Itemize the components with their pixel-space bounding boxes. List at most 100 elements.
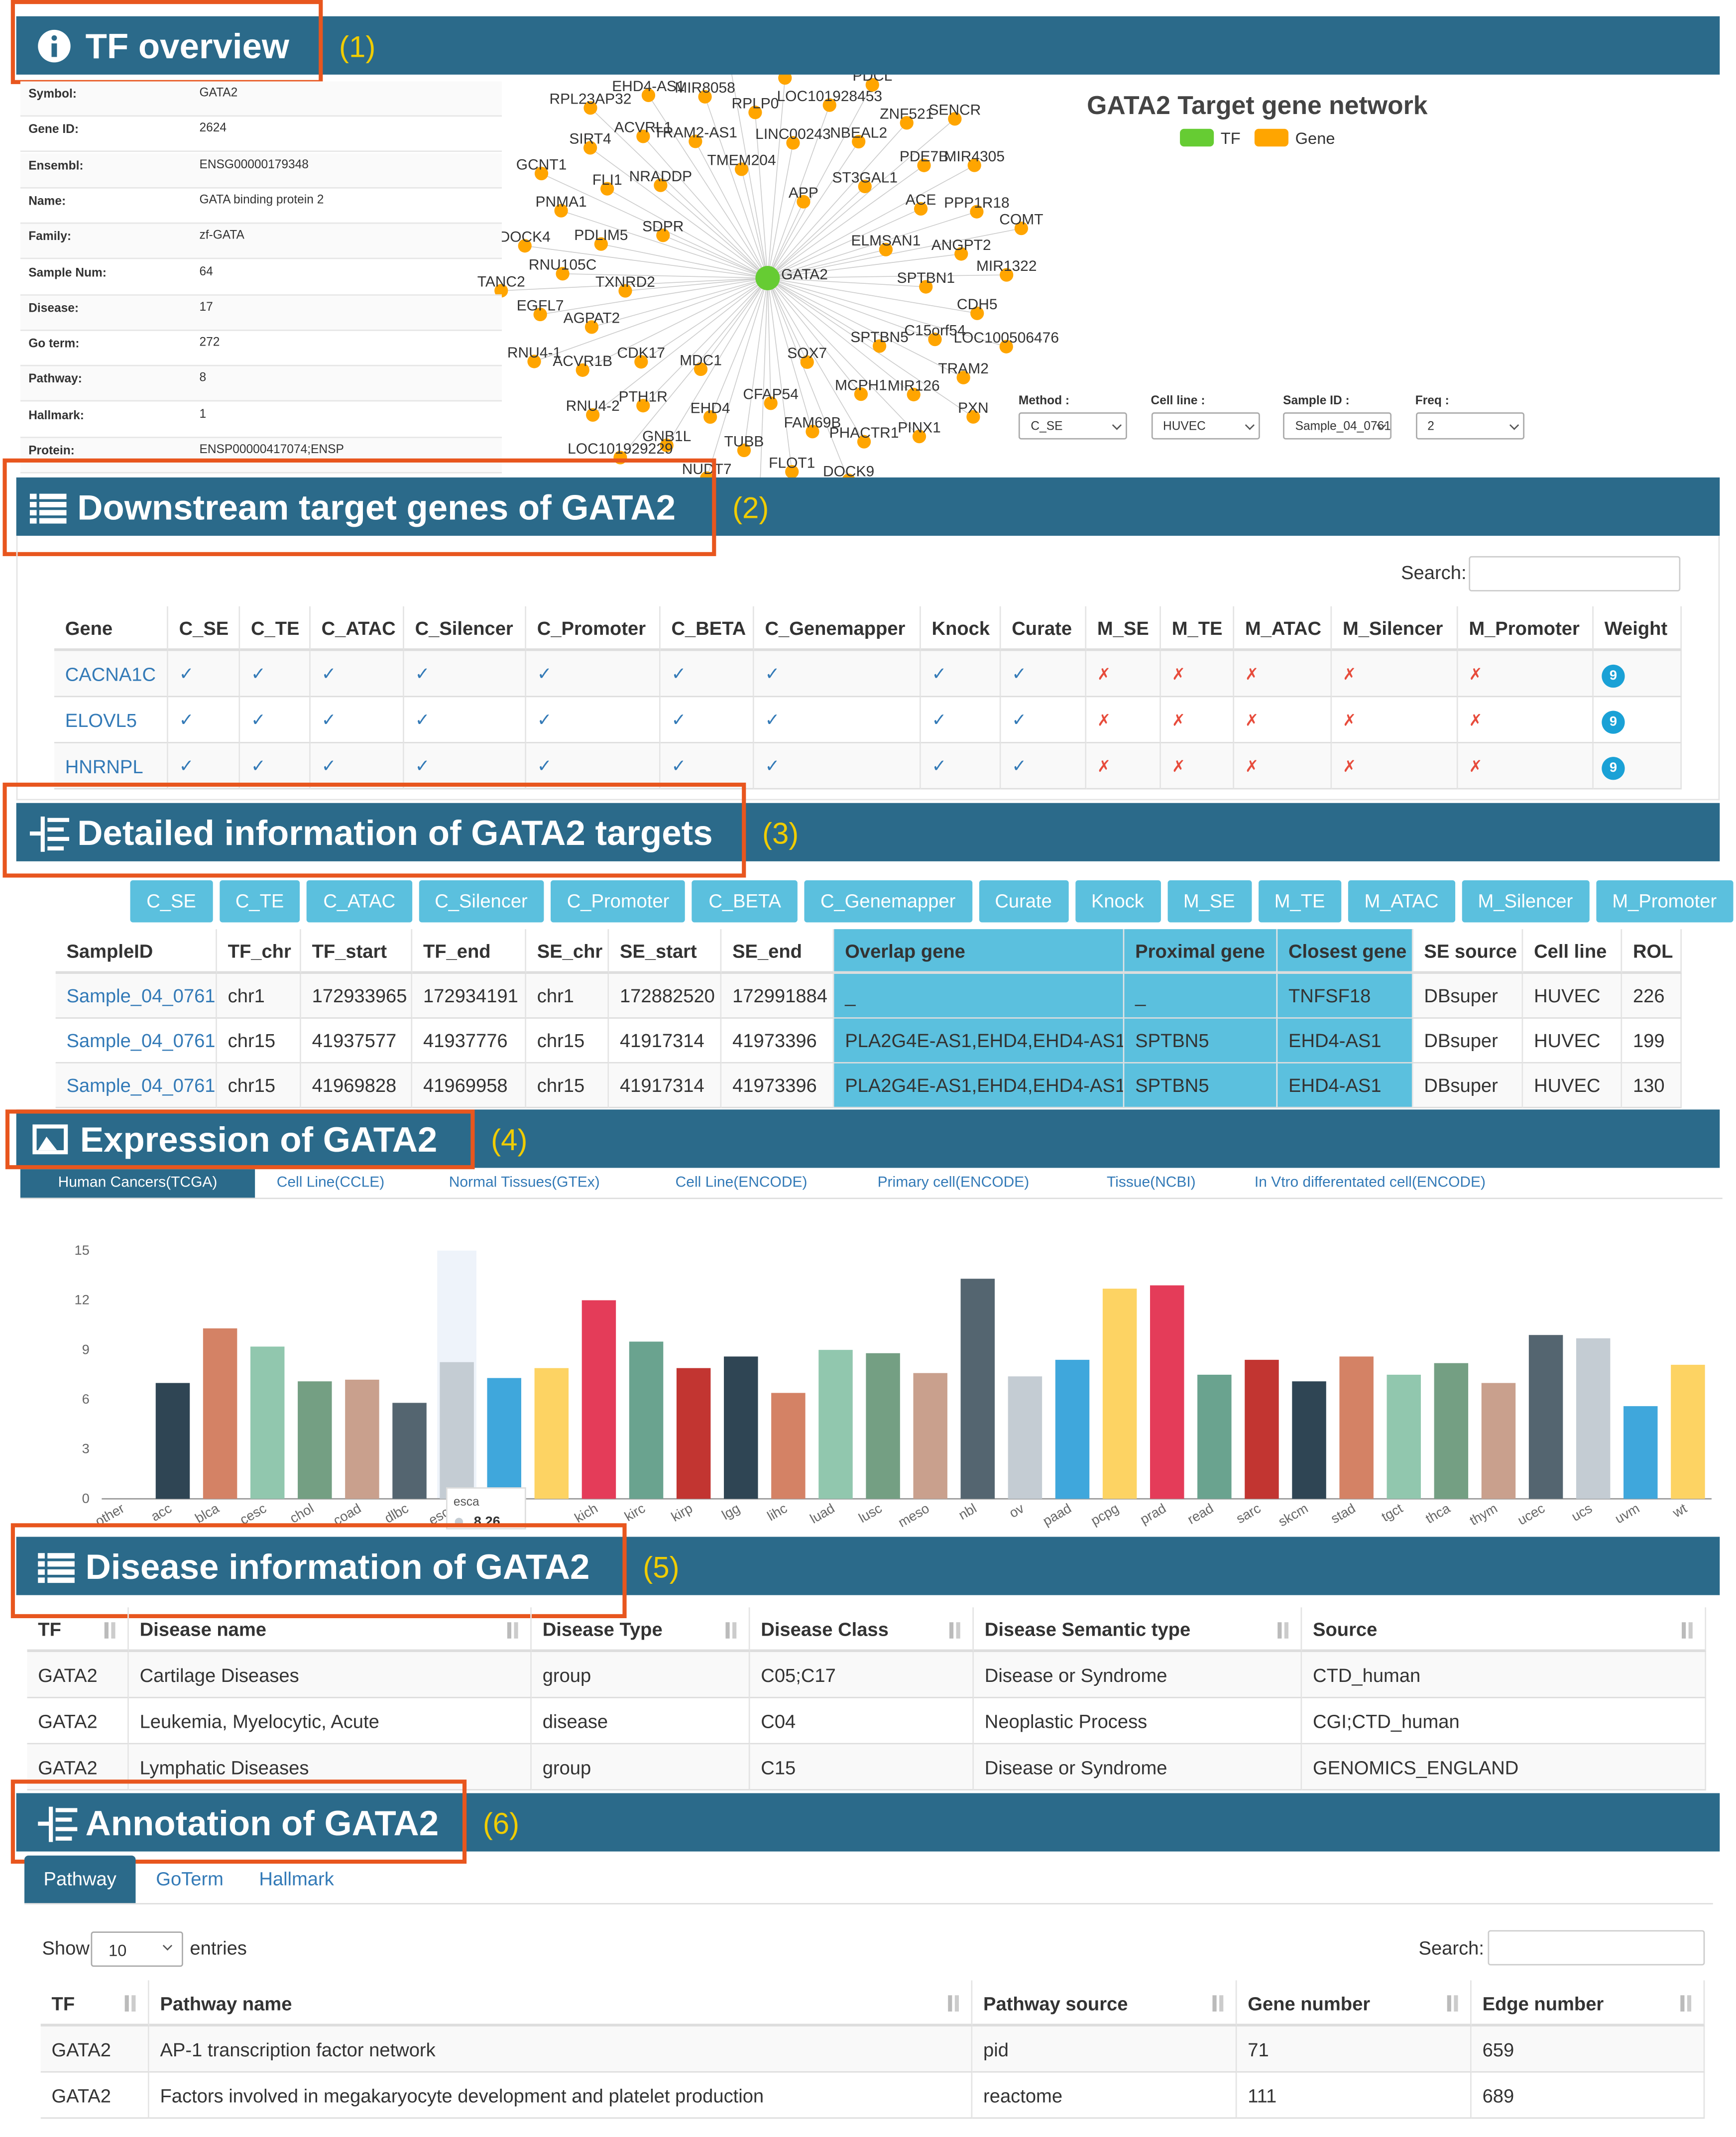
filter-button[interactable]: M_TE: [1258, 880, 1342, 923]
filter-select[interactable]: C_SE: [1018, 412, 1127, 440]
gene-node: [797, 195, 810, 209]
network-edge: [755, 112, 768, 278]
table-cell: 41969958: [412, 1063, 526, 1108]
gene-label: C15orf54: [904, 322, 965, 339]
table-cell: ✓: [526, 697, 661, 743]
gene-label: EGFL7: [517, 297, 564, 314]
gene-node: [919, 280, 933, 294]
y-tick-label: 15: [75, 1242, 90, 1258]
gene-node: [748, 106, 762, 119]
table-cell[interactable]: HNRNPL: [54, 743, 168, 790]
bar: [1387, 1374, 1421, 1499]
network-edge: [767, 277, 964, 378]
column-header[interactable]: TF: [40, 1980, 149, 2026]
tree-icon-arrow: [38, 1821, 49, 1826]
network-edge: [767, 84, 873, 278]
filter-button[interactable]: M_ATAC: [1348, 880, 1455, 923]
gene-node: [967, 158, 981, 172]
sort-icon: [1682, 1621, 1686, 1638]
gene-node: [636, 399, 650, 413]
table-cell: EHD4-AS1: [1277, 1063, 1413, 1108]
page-size-select[interactable]: 10: [91, 1931, 183, 1967]
gene-node: [698, 90, 712, 104]
bar: [1671, 1365, 1705, 1499]
list-icon-dot: [29, 518, 37, 524]
search-input[interactable]: [1469, 556, 1681, 592]
sort-icon: [514, 1621, 518, 1638]
tab-strip-line: [20, 1197, 1723, 1199]
sort-icon: [1688, 1621, 1693, 1638]
filter-button[interactable]: C_BETA: [692, 880, 798, 923]
column-header[interactable]: Edge number: [1471, 1980, 1705, 2026]
column-header[interactable]: Disease Class: [750, 1607, 974, 1653]
table-cell: DBsuper: [1413, 973, 1523, 1019]
expression-tab[interactable]: Tissue(NCBI): [1106, 1175, 1196, 1191]
filter-button[interactable]: M_SE: [1167, 880, 1252, 923]
column-header[interactable]: Disease name: [128, 1607, 532, 1653]
filter-button[interactable]: Curate: [978, 880, 1068, 923]
column-header: M_Promoter: [1458, 606, 1594, 651]
table-cell: ✗: [1160, 697, 1235, 743]
bar: [440, 1362, 474, 1499]
bar: [534, 1368, 569, 1499]
gene-node: [533, 307, 547, 322]
table-cell: ✓: [240, 743, 311, 790]
x-tick-label: dlbc: [382, 1500, 411, 1526]
expression-tab[interactable]: Cell Line(CCLE): [276, 1175, 385, 1191]
gene-node: [912, 429, 926, 444]
x-tick-label: sarc: [1233, 1500, 1263, 1527]
sort-icon: [104, 1621, 109, 1638]
expression-tab[interactable]: In Vtro differentated cell(ENCODE): [1254, 1175, 1486, 1191]
table-cell[interactable]: CACNA1C: [54, 651, 168, 698]
filter-button[interactable]: C_SE: [130, 880, 213, 923]
filter-button[interactable]: Knock: [1075, 880, 1160, 923]
network-edge: [767, 278, 808, 362]
annotation-tab[interactable]: Pathway: [24, 1855, 136, 1903]
filter-select[interactable]: HUVEC: [1151, 412, 1260, 440]
filter-button[interactable]: C_Genemapper: [804, 880, 972, 923]
gene-node: [636, 129, 650, 143]
table-cell[interactable]: Sample_04_0761: [55, 1018, 217, 1064]
column-header[interactable]: Gene number: [1237, 1980, 1472, 2026]
table-cell: 130: [1622, 1063, 1682, 1108]
search-label: Search:: [1401, 561, 1467, 584]
tree-icon-bar: [55, 1827, 78, 1831]
column-header[interactable]: Disease Semantic type: [973, 1607, 1302, 1653]
section-marker: (6): [482, 1806, 520, 1841]
expression-tab[interactable]: Primary cell(ENCODE): [877, 1175, 1030, 1191]
gene-label: PXN: [958, 400, 989, 416]
column-header[interactable]: Disease Type: [531, 1607, 750, 1653]
column-header[interactable]: TF: [27, 1607, 129, 1653]
gene-label: SPTBN1: [897, 270, 955, 286]
filter-select[interactable]: 2: [1415, 412, 1524, 440]
search-input[interactable]: [1488, 1930, 1705, 1966]
annotation-tab[interactable]: GoTerm: [156, 1868, 224, 1890]
table-cell[interactable]: Sample_04_0761: [55, 973, 217, 1019]
filter-button[interactable]: C_ATAC: [307, 880, 412, 923]
gene-label: DOCK9: [823, 464, 874, 480]
table-cell: ✓: [168, 651, 240, 698]
filter-select[interactable]: Sample_04_0761: [1283, 412, 1392, 440]
table-cell: Disease or Syndrome: [973, 1744, 1302, 1790]
column-header[interactable]: Pathway name: [149, 1980, 973, 2026]
column-header[interactable]: Source: [1302, 1607, 1707, 1653]
gene-label: MIR1322: [976, 258, 1037, 274]
list-icon-dot: [29, 493, 37, 499]
info-label: Symbol:: [28, 87, 77, 101]
column-header[interactable]: Pathway source: [972, 1980, 1237, 2026]
section-marker: (5): [643, 1550, 680, 1584]
annotation-tab[interactable]: Hallmark: [259, 1868, 334, 1890]
table-cell[interactable]: Sample_04_0761: [55, 1063, 217, 1108]
filter-button[interactable]: M_Promoter: [1596, 880, 1733, 923]
expression-tab[interactable]: Human Cancers(TCGA): [20, 1169, 255, 1198]
filter-button[interactable]: M_Silencer: [1461, 880, 1590, 923]
table-cell[interactable]: ELOVL5: [54, 697, 168, 743]
expression-tab[interactable]: Normal Tissues(GTEx): [449, 1175, 600, 1191]
table-cell: 172882520: [609, 973, 722, 1019]
filter-button[interactable]: C_Silencer: [418, 880, 544, 923]
expression-tab[interactable]: Cell Line(ENCODE): [675, 1175, 808, 1191]
gene-node: [689, 134, 702, 148]
filter-button[interactable]: C_TE: [219, 880, 301, 923]
filter-button[interactable]: C_Promoter: [551, 880, 686, 923]
info-icon-bar: [51, 43, 57, 57]
